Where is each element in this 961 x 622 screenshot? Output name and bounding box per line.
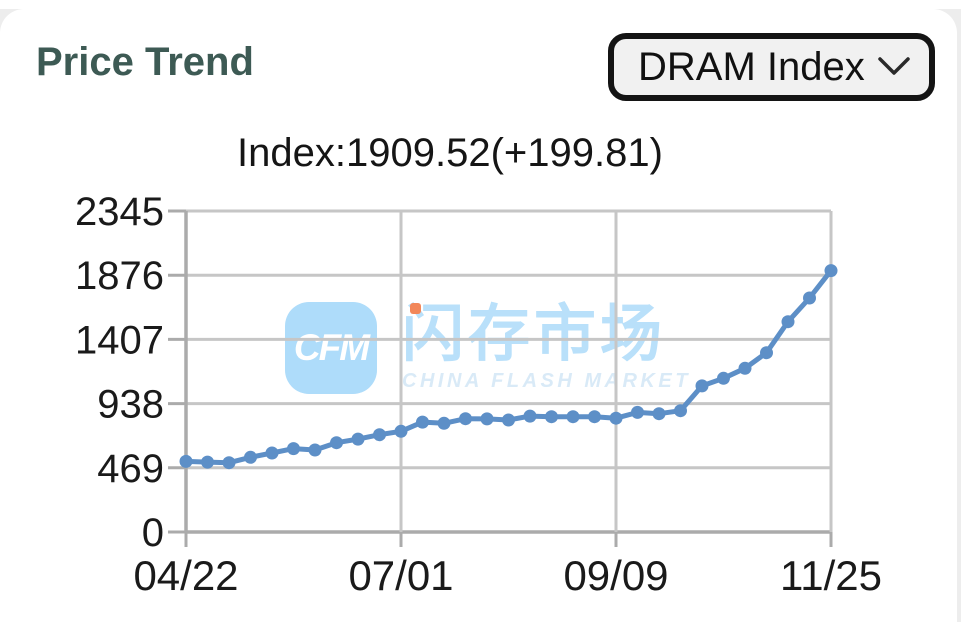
data-point [437,416,451,430]
data-point [480,412,494,426]
data-point [738,361,752,375]
data-point [222,456,236,470]
dropdown-selected-label: DRAM Index [638,44,865,89]
watermark-chinese-text: 闪存市场 [402,300,667,369]
x-tick-label: 04/22 [133,552,238,599]
y-tick-label: 938 [97,383,164,427]
x-tick-label: 09/09 [563,552,668,599]
data-point [287,442,300,456]
data-point [652,407,666,421]
page-title: Price Trend [36,40,254,84]
cfm-logo: CFM [285,302,377,394]
data-point [373,428,386,442]
data-point [351,432,365,446]
chart-title: Index:1909.52(+199.81) [237,131,663,175]
data-point [523,409,537,423]
data-point [566,410,580,424]
data-point [308,443,322,457]
data-point [717,371,730,385]
watermark-orange-dot-icon [410,303,421,314]
data-point [545,410,558,424]
x-tick-label: 11/25 [780,552,882,599]
top-strip [0,0,961,9]
x-tick-label: 07/01 [348,552,453,599]
data-point [609,411,623,425]
data-point [502,413,515,427]
data-point [781,315,795,329]
data-point [244,450,257,464]
y-tick-label: 469 [97,447,164,491]
data-point [803,291,816,305]
y-tick-label: 2345 [75,190,164,234]
y-tick-label: 0 [142,511,164,555]
y-tick-label: 1407 [75,318,164,362]
data-point [631,405,644,419]
data-point [394,424,408,438]
index-selector-dropdown[interactable]: DRAM Index [608,33,935,101]
data-point [265,446,279,460]
data-point [179,454,193,468]
cfm-logo-text: CFM [293,327,370,368]
chevron-down-icon [878,57,910,75]
y-tick-label: 1876 [75,254,164,298]
data-point [695,379,709,393]
watermark-english-text: CHINA FLASH MARKET [402,370,691,392]
data-point [674,404,687,418]
watermark-text-block: 闪存市场 CHINA FLASH MARKET [402,302,691,394]
data-point [459,412,472,426]
data-point [824,264,838,278]
data-point [760,346,773,360]
watermark: CFM 闪存市场 CHINA FLASH MARKET [285,302,691,394]
data-point [330,436,343,450]
data-point [588,410,601,424]
data-point [416,415,429,429]
data-point [201,455,214,469]
